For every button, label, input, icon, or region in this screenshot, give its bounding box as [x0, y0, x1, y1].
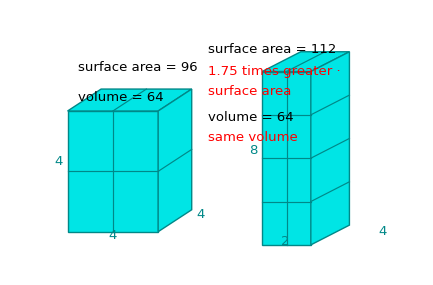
Polygon shape — [158, 89, 192, 232]
Polygon shape — [68, 89, 192, 111]
Text: 4: 4 — [109, 229, 117, 242]
Text: volume = 64: volume = 64 — [209, 111, 294, 124]
Text: 4: 4 — [197, 208, 205, 221]
Polygon shape — [311, 52, 349, 245]
Polygon shape — [262, 52, 349, 72]
Text: 8: 8 — [249, 144, 257, 157]
Text: 1.75 times greater ·: 1.75 times greater · — [209, 65, 341, 78]
Text: 4: 4 — [54, 155, 62, 168]
Text: surface area = 112: surface area = 112 — [209, 43, 337, 56]
Text: 2: 2 — [281, 235, 290, 248]
Text: surface area = 96: surface area = 96 — [78, 60, 197, 74]
Polygon shape — [68, 111, 158, 232]
Text: surface area: surface area — [209, 85, 292, 98]
Polygon shape — [262, 72, 311, 245]
Text: volume = 64: volume = 64 — [78, 91, 163, 104]
Text: 4: 4 — [378, 225, 386, 238]
Text: same volume: same volume — [209, 131, 298, 144]
